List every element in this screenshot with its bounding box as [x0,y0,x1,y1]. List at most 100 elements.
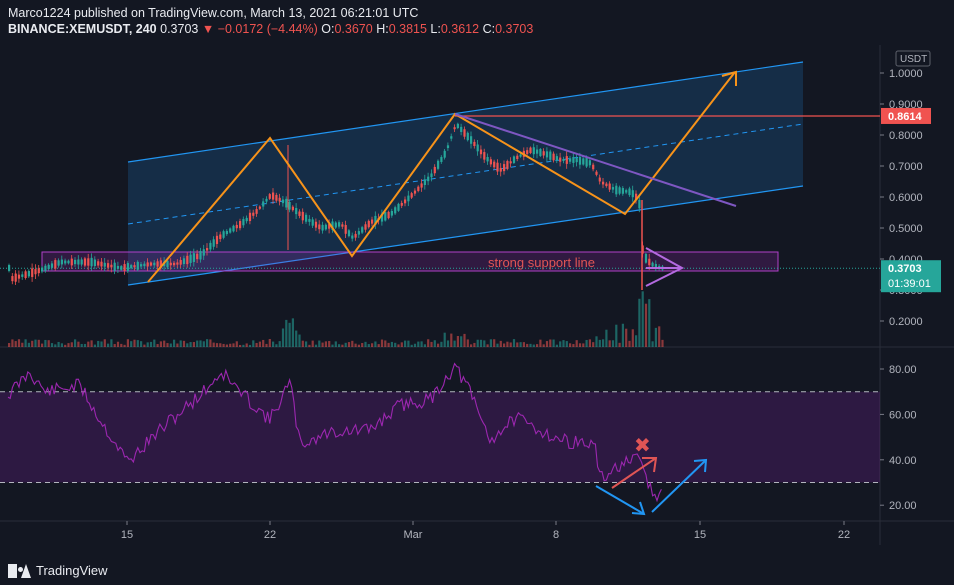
candle-body [182,258,186,265]
volume-bar [74,339,77,347]
volume-bar [140,341,143,347]
volume-bar [288,322,291,347]
volume-bar [126,339,129,347]
channel-upper-line [127,61,804,163]
candle-body [585,157,588,167]
volume-bar [621,323,624,347]
tradingview-logo-icon [8,563,31,578]
candle-body [21,274,24,277]
candle-body [258,206,261,209]
volume-bar [394,342,397,347]
volume-bar [654,327,657,347]
candle-body [50,263,54,268]
volume-bar [156,344,159,347]
volume-bar [347,342,351,347]
candle-body [219,234,222,240]
volume-bar [176,343,179,347]
volume-bar [361,343,364,347]
candle-body [608,183,611,190]
candle-body [592,164,595,170]
candle-body [77,259,80,265]
volume-bar [281,328,285,347]
candle-body [199,251,202,260]
candle-body [575,158,578,163]
candle-body [512,156,516,163]
volume-bar [163,340,166,347]
time-tick-label: 22 [838,529,850,541]
candle-body [116,265,120,269]
volume-bar [470,344,473,347]
candle-body [11,276,14,282]
tradingview-brand[interactable]: TradingView [8,563,108,578]
volume-bar [509,342,512,347]
volume-bar [539,339,542,347]
candle-body [156,261,159,267]
candle-body [417,186,420,191]
volume-bar [116,341,120,347]
volume-bar [275,344,278,347]
rsi-red-arrow [611,457,657,489]
time-tick-label: Mar [404,529,423,541]
candle-body [578,156,582,165]
candle-body [321,224,324,231]
volume-bar [602,339,605,347]
candle-body [196,253,199,260]
candle-body [308,218,311,222]
candle-body [97,261,100,266]
support-label: strong support line [488,255,595,270]
symbol-label[interactable]: BINANCE:XEMUSDT, 240 [8,22,157,36]
volume-bar [324,341,327,347]
volume-bar [179,340,182,347]
candle-body [149,262,153,266]
volume-bar [278,341,281,347]
volume-bar [413,343,417,347]
volume-bar [407,340,410,347]
volume-bar [595,336,598,347]
candle-body [644,253,648,263]
candle-body [186,255,189,265]
volume-bar [572,344,575,347]
candle-body [404,199,407,204]
candle-body [341,224,344,227]
candle-body [14,273,17,282]
volume-bar [31,340,34,347]
volume-bar [143,344,146,347]
candle-body [390,210,393,216]
volume-bar [295,330,298,347]
time-tick-label: 15 [121,529,133,541]
candle-body [433,166,436,174]
candle-body [423,179,426,186]
volume-bar [272,341,275,347]
candle-body [479,149,483,155]
candle-body [466,132,469,141]
candle-body [107,263,110,268]
candle-body [281,199,285,204]
candle-body [374,215,377,225]
volume-bar [516,342,519,347]
candle-body [552,153,555,161]
candle-body [357,231,360,235]
volume-bar [565,341,568,347]
volume-bar [555,344,558,347]
volume-bar [265,343,268,347]
candle-body [173,262,176,266]
volume-bar [149,341,153,347]
volume-bar [608,340,611,347]
candle-body [456,123,459,129]
high-value: 0.3815 [388,22,427,36]
volume-bar [437,343,440,347]
volume-bar [575,340,578,347]
volume-bars [8,291,664,347]
candle-body [545,151,549,158]
rsi-blue-arrow-down [595,485,645,515]
chart-header: Marco1224 published on TradingView.com, … [8,5,533,37]
volume-bar [420,341,423,347]
candle-body [103,262,106,267]
candle-body [529,147,532,154]
volume-bar [506,341,509,347]
publisher-text: Marco1224 published on TradingView.com, … [8,6,419,20]
volume-bar [21,342,24,347]
currency-badge[interactable] [895,50,931,67]
candle-body [569,158,572,162]
